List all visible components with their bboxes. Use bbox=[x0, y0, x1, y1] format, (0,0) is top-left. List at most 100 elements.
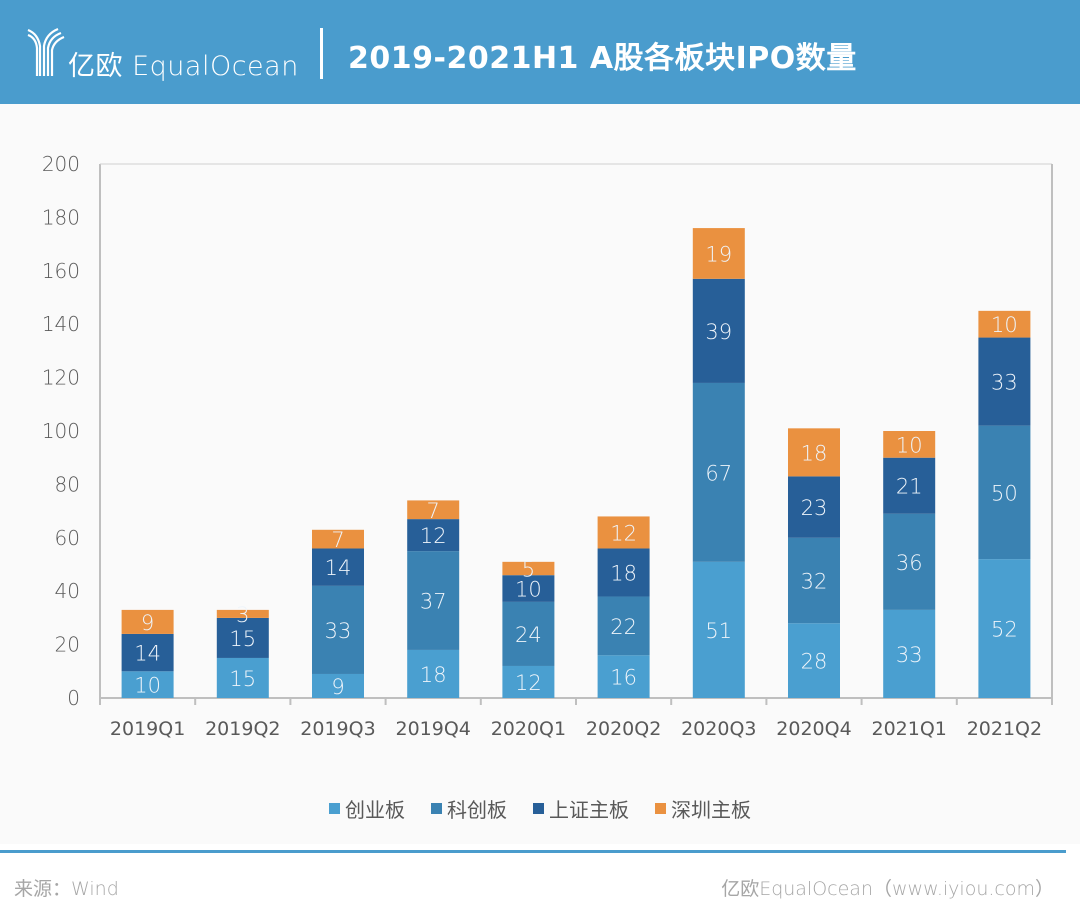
chart-title: 2019-2021H1 A股各板块IPO数量 bbox=[348, 41, 857, 76]
bar-segment bbox=[121, 609, 174, 634]
bar-segment bbox=[597, 548, 650, 597]
data-label: 23 bbox=[801, 496, 828, 520]
x-tick-label: 2020Q1 bbox=[491, 718, 566, 740]
bar-segment bbox=[502, 665, 555, 698]
y-tick-label: 80 bbox=[55, 472, 80, 496]
data-label: 36 bbox=[896, 551, 923, 575]
bar-segment bbox=[883, 457, 936, 514]
legend-swatch bbox=[533, 802, 544, 814]
bar-segment bbox=[216, 617, 269, 658]
bar-segment bbox=[788, 428, 840, 477]
y-tick-label: 200 bbox=[42, 152, 80, 176]
x-tick-label: 2020Q3 bbox=[681, 718, 756, 740]
legend-item-shanghai-main: 上证主板 bbox=[533, 794, 629, 823]
bar-segment bbox=[407, 649, 460, 698]
bar-segment bbox=[502, 575, 555, 602]
bar-segment bbox=[978, 337, 1031, 426]
legend-item-chuangye: 创业板 bbox=[329, 794, 405, 823]
x-tick-label: 2019Q1 bbox=[110, 718, 185, 740]
data-label: 12 bbox=[515, 671, 542, 695]
bar-segment bbox=[788, 623, 840, 698]
stacked-bar-chart: 0 20 40 60 80 100 120 140 160 180 200 2019Q1 10 14 9 20… bbox=[42, 152, 1053, 740]
data-label: 10 bbox=[896, 433, 923, 457]
bar-segment bbox=[216, 609, 269, 618]
bar-segment bbox=[502, 561, 555, 576]
bar-segment bbox=[978, 310, 1031, 338]
data-label: 18 bbox=[420, 663, 447, 687]
data-label: 14 bbox=[134, 642, 161, 666]
data-label: 24 bbox=[515, 623, 542, 647]
chart-area: 0 20 40 60 80 100 120 140 160 180 200 2019Q1 10 14 9 20… bbox=[0, 104, 1080, 844]
y-tick-label: 100 bbox=[42, 419, 80, 443]
y-tick-label: 160 bbox=[42, 259, 80, 283]
data-label: 10 bbox=[991, 313, 1018, 337]
data-label: 18 bbox=[801, 441, 828, 465]
y-tick-label: 60 bbox=[55, 526, 80, 550]
bar-segment bbox=[597, 655, 650, 698]
legend-item-kechuang: 科创板 bbox=[431, 794, 507, 823]
y-tick-label: 120 bbox=[42, 366, 80, 390]
x-tick-label: 2021Q2 bbox=[967, 718, 1042, 740]
data-label: 50 bbox=[991, 481, 1018, 505]
legend-label: 深圳主板 bbox=[671, 797, 751, 822]
brand-logo-text: 亿欧 EqualOcean bbox=[68, 51, 299, 82]
footer-divider bbox=[0, 850, 1066, 853]
data-label: 28 bbox=[801, 650, 828, 674]
x-tick-label: 2020Q2 bbox=[586, 718, 661, 740]
data-label: 22 bbox=[610, 615, 637, 639]
data-label: 16 bbox=[610, 666, 637, 690]
data-label: 15 bbox=[229, 667, 256, 691]
source-note: 来源：Wind bbox=[14, 878, 119, 900]
data-label: 9 bbox=[141, 611, 154, 635]
data-label: 52 bbox=[991, 618, 1018, 642]
x-tick-label: 2021Q1 bbox=[871, 718, 946, 740]
y-tick-label: 20 bbox=[55, 633, 80, 657]
legend-swatch bbox=[329, 802, 340, 814]
bar-segment bbox=[597, 516, 650, 549]
bar-segment bbox=[121, 671, 174, 698]
data-label: 33 bbox=[325, 619, 352, 643]
data-label: 7 bbox=[427, 499, 440, 523]
legend-label: 上证主板 bbox=[549, 797, 629, 822]
x-tick-label: 2019Q4 bbox=[395, 718, 470, 740]
legend-item-shenzhen-main: 深圳主板 bbox=[655, 794, 751, 823]
data-label: 32 bbox=[801, 570, 828, 594]
bar-segment bbox=[312, 673, 364, 698]
data-label: 39 bbox=[705, 320, 732, 344]
legend-swatch bbox=[431, 802, 442, 814]
data-label: 12 bbox=[420, 524, 447, 548]
legend-swatch bbox=[655, 802, 666, 814]
bar-segment bbox=[788, 537, 840, 624]
legend-label: 创业板 bbox=[345, 797, 405, 822]
data-label: 37 bbox=[420, 590, 447, 614]
data-label: 19 bbox=[705, 242, 732, 266]
data-label: 5 bbox=[522, 558, 535, 582]
data-label: 7 bbox=[331, 528, 344, 552]
y-tick-label: 180 bbox=[42, 205, 80, 229]
data-label: 3 bbox=[236, 603, 249, 627]
bar-segment bbox=[883, 609, 936, 698]
bar-segment bbox=[312, 548, 364, 586]
y-tick-label: 40 bbox=[55, 579, 80, 603]
equalocean-logo-icon bbox=[27, 27, 65, 76]
x-tick-label: 2019Q3 bbox=[300, 718, 375, 740]
bar-segment bbox=[407, 500, 460, 520]
data-label: 51 bbox=[705, 619, 732, 643]
bar-segment bbox=[692, 561, 745, 698]
data-label: 18 bbox=[610, 562, 637, 586]
bar-segment bbox=[692, 228, 745, 279]
bar-segment bbox=[978, 425, 1031, 560]
bar-segment bbox=[121, 633, 174, 672]
data-label: 33 bbox=[896, 643, 923, 667]
x-tick-label: 2019Q2 bbox=[205, 718, 280, 740]
data-label: 9 bbox=[331, 675, 344, 699]
credit-note: 亿欧EqualOcean（www.iyiou.com） bbox=[721, 878, 1054, 900]
bar-segment bbox=[407, 551, 460, 650]
y-tick-label: 140 bbox=[42, 312, 80, 336]
bar-segment bbox=[407, 519, 460, 552]
y-tick-label: 0 bbox=[67, 686, 80, 710]
data-label: 33 bbox=[991, 371, 1018, 395]
bar-segment bbox=[692, 278, 745, 383]
bar-segment bbox=[312, 529, 364, 549]
bar-segment bbox=[883, 431, 936, 458]
